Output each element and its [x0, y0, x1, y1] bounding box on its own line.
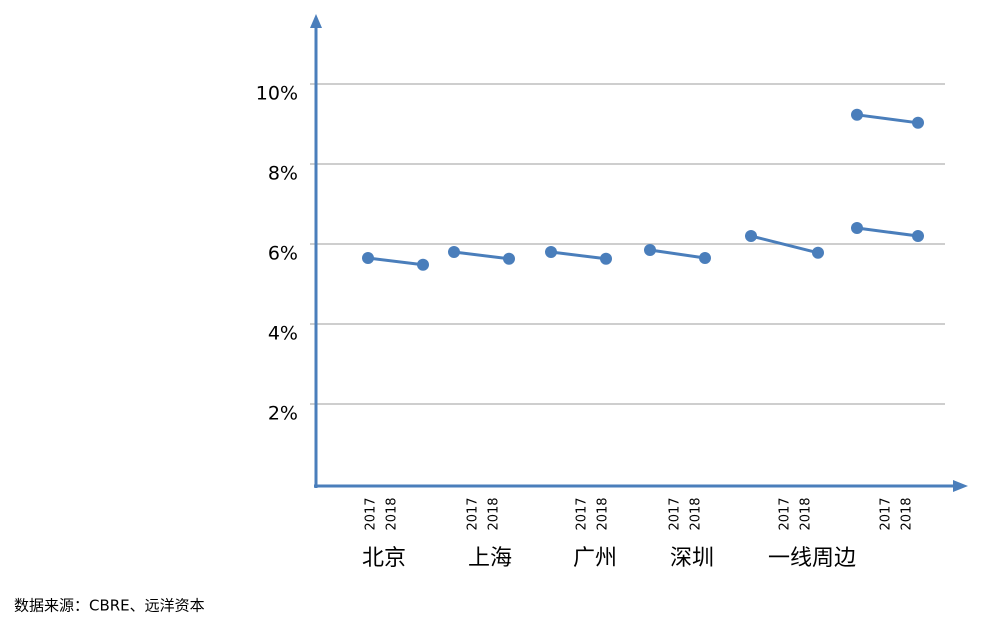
series-line — [550, 250, 607, 261]
data-point — [745, 230, 757, 242]
y-tick-label: 8% — [268, 163, 298, 185]
data-point — [644, 244, 656, 256]
x-tick-label: 2018 — [900, 497, 915, 530]
x-tick-label: 2018 — [385, 497, 400, 530]
series-line — [856, 226, 919, 238]
x-group-label: 一线周边 — [768, 546, 856, 571]
x-group-label: 上海 — [468, 546, 512, 571]
data-point — [699, 252, 711, 264]
data-point — [362, 252, 374, 264]
x-tick-label: 2017 — [879, 497, 894, 530]
y-tick-label: 6% — [268, 243, 298, 265]
data-point — [417, 258, 429, 271]
x-group-label: 广州 — [573, 546, 617, 571]
series-line — [367, 256, 424, 267]
data-point — [812, 246, 824, 259]
y-tick-label: 10% — [256, 83, 298, 105]
series-line — [750, 234, 819, 255]
x-tick-label: 2017 — [364, 497, 379, 530]
series-line — [453, 250, 510, 261]
data-point — [912, 230, 924, 242]
x-tick-label: 2017 — [575, 497, 590, 530]
data-point — [448, 246, 460, 258]
data-point — [600, 252, 612, 265]
data-point — [545, 246, 557, 258]
data-point — [851, 222, 863, 234]
data-point — [503, 252, 515, 265]
source-note: 数据来源：CBRE、远洋资本 — [14, 597, 205, 615]
x-tick-label: 2018 — [689, 497, 704, 530]
x-tick-label: 2017 — [466, 497, 481, 530]
x-tick-label: 2017 — [668, 497, 683, 530]
data-point — [912, 116, 924, 129]
x-group-label: 北京 — [362, 546, 406, 571]
y-axis-arrow — [310, 14, 322, 28]
data-point — [851, 108, 863, 121]
x-tick-label: 2018 — [487, 497, 502, 530]
x-group-label: 深圳 — [670, 546, 714, 571]
y-tick-label: 2% — [268, 403, 298, 425]
x-tick-label: 2017 — [778, 497, 793, 530]
x-tick-label: 2018 — [596, 497, 611, 530]
x-tick-label: 2018 — [799, 497, 814, 530]
series-line — [649, 248, 706, 260]
x-axis-arrow — [953, 480, 968, 492]
y-tick-label: 4% — [268, 323, 298, 345]
series-line — [856, 113, 919, 125]
